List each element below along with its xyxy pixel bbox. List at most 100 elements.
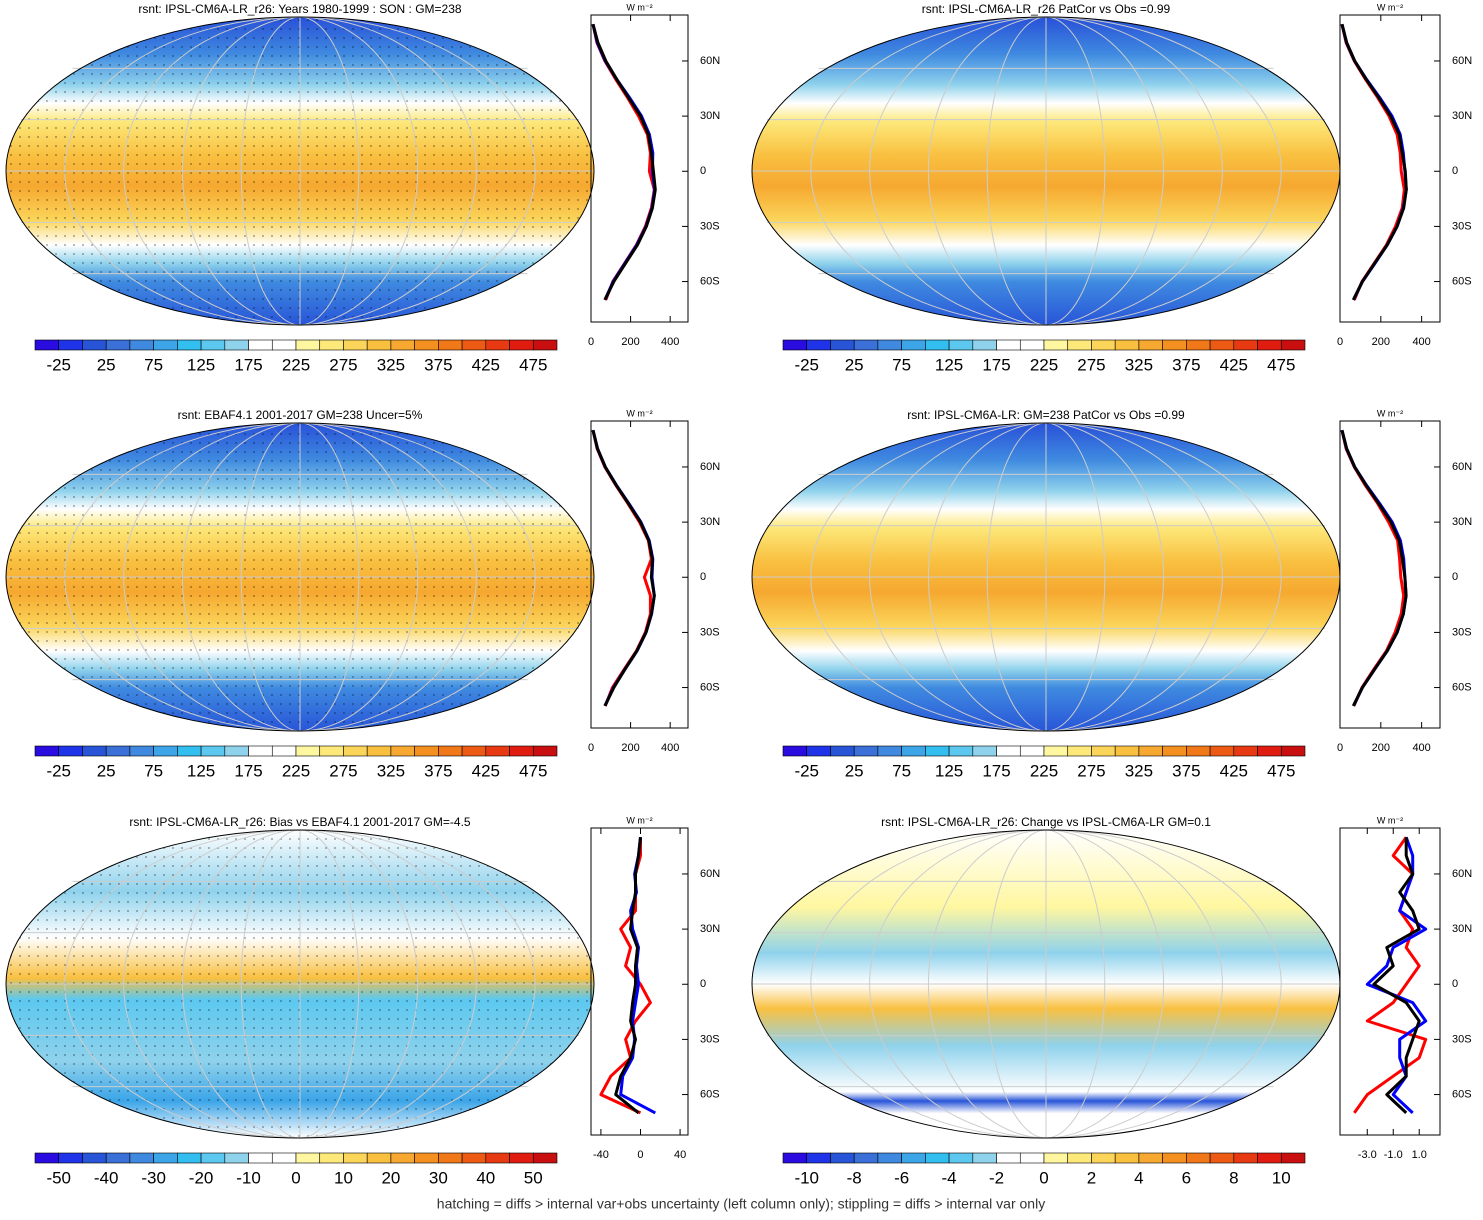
colorbar-box (1209, 339, 1235, 351)
profile-line (591, 429, 656, 707)
x-tick-label: -40 (593, 1149, 609, 1161)
colorbar-box (853, 339, 879, 351)
colorbar-label: -25 (794, 761, 819, 780)
y-tick-label: 60S (700, 1088, 720, 1100)
colorbar-box (366, 339, 392, 351)
x-tick-label: 400 (1412, 336, 1430, 348)
colorbar-box (438, 339, 463, 351)
panel-title: rsnt: IPSL-CM6A-LR_r26: Change vs IPSL-C… (881, 815, 1211, 829)
colorbar-box (343, 745, 368, 757)
colorbar-label: -20 (189, 1168, 214, 1187)
colorbar-box (830, 1152, 855, 1164)
colorbar-box (414, 339, 439, 351)
colorbar-label: 325 (377, 355, 405, 374)
profile-frame (1339, 420, 1441, 729)
y-tick-label: 30N (700, 110, 720, 122)
colorbar-label: 325 (1125, 761, 1153, 780)
colorbar-box (224, 339, 249, 351)
profile-line (619, 837, 657, 1115)
colorbar-box (877, 339, 902, 351)
colorbar-box (972, 339, 997, 351)
colorbar-box (925, 745, 950, 757)
x-tick-label: 0 (1337, 742, 1343, 754)
profile-line (591, 23, 656, 301)
colorbar-box (1067, 339, 1092, 351)
colorbar-box (129, 339, 154, 351)
colorbar-label: -8 (847, 1168, 862, 1187)
colorbar-label: -6 (894, 1168, 909, 1187)
y-tick-label: 60N (700, 868, 720, 880)
colorbar-label: 475 (1267, 761, 1295, 780)
colorbar-box (853, 745, 879, 757)
x-tick-label: 40 (674, 1149, 686, 1161)
y-tick-label: 60S (1452, 275, 1472, 287)
colorbar-box (153, 745, 178, 757)
colorbar-label: -30 (141, 1168, 166, 1187)
panel-title: rsnt: IPSL-CM6A-LR_r26: Years 1980-1999 … (138, 2, 461, 16)
x-tick-label: 1.0 (1412, 1149, 1427, 1161)
colorbar-label: 50 (524, 1168, 543, 1187)
colorbar-box (271, 745, 297, 757)
y-tick-label: 60N (1452, 868, 1472, 880)
profile-frame (590, 420, 689, 729)
colorbar-box (1138, 745, 1163, 757)
colorbar-box (972, 745, 997, 757)
colorbar-label: 225 (282, 761, 310, 780)
profile-frame (1339, 14, 1441, 323)
colorbar-label: 325 (377, 761, 405, 780)
colorbar-label: -10 (794, 1168, 819, 1187)
y-tick-label: 60S (700, 275, 720, 287)
colorbar-box (972, 1152, 997, 1164)
profile-line (1340, 23, 1408, 301)
colorbar-box (200, 339, 226, 351)
y-tick-label: 60N (700, 55, 720, 67)
y-tick-label: 30N (700, 923, 720, 935)
colorbar-box (806, 745, 831, 757)
colorbar-box (1019, 1152, 1045, 1164)
y-tick-label: 60N (1452, 55, 1472, 67)
profile-line (1365, 836, 1428, 1114)
colorbar-box (129, 1152, 154, 1164)
colorbar-label: 425 (472, 761, 500, 780)
x-tick-label: 0 (588, 336, 594, 348)
colorbar-label: 225 (1030, 355, 1058, 374)
colorbar-box (366, 745, 392, 757)
colorbar-label: 25 (845, 761, 864, 780)
colorbar-box (782, 745, 808, 757)
x-tick-label: 0 (588, 742, 594, 754)
colorbar-box (485, 745, 510, 757)
footnote: hatching = diffs > internal var+obs unce… (437, 1196, 1045, 1212)
colorbar-box (177, 1152, 202, 1164)
colorbar-box (177, 745, 202, 757)
profile-line (591, 429, 656, 707)
colorbar-box (853, 1152, 879, 1164)
colorbar-box (271, 339, 297, 351)
colorbar-label: 175 (982, 355, 1010, 374)
colorbar-label: 10 (1272, 1168, 1291, 1187)
colorbar-box (509, 745, 534, 757)
colorbar-box (948, 745, 974, 757)
map-border (5, 422, 595, 732)
colorbar-box (1186, 745, 1211, 757)
colorbar-label: 225 (1030, 761, 1058, 780)
colorbar-label: 0 (1039, 1168, 1048, 1187)
colorbar-box (877, 1152, 902, 1164)
y-tick-label: 60S (1452, 681, 1472, 693)
colorbar-box (948, 339, 974, 351)
colorbar-box (1280, 1152, 1306, 1164)
y-tick-label: 60N (700, 461, 720, 473)
y-tick-label: 0 (700, 978, 706, 990)
y-tick-label: 60S (700, 681, 720, 693)
unit-label: W m⁻² (1377, 408, 1403, 418)
colorbar-box (34, 1152, 60, 1164)
colorbar-box (82, 745, 107, 757)
colorbar-label: -4 (942, 1168, 957, 1187)
colorbar-label: 20 (381, 1168, 400, 1187)
colorbar-box (1091, 745, 1116, 757)
profile-line (1340, 429, 1406, 707)
profile-line (591, 23, 657, 301)
y-tick-label: 30S (700, 626, 720, 638)
colorbar-box (1186, 1152, 1211, 1164)
y-tick-label: 30N (700, 516, 720, 528)
colorbar-label: -25 (794, 355, 819, 374)
